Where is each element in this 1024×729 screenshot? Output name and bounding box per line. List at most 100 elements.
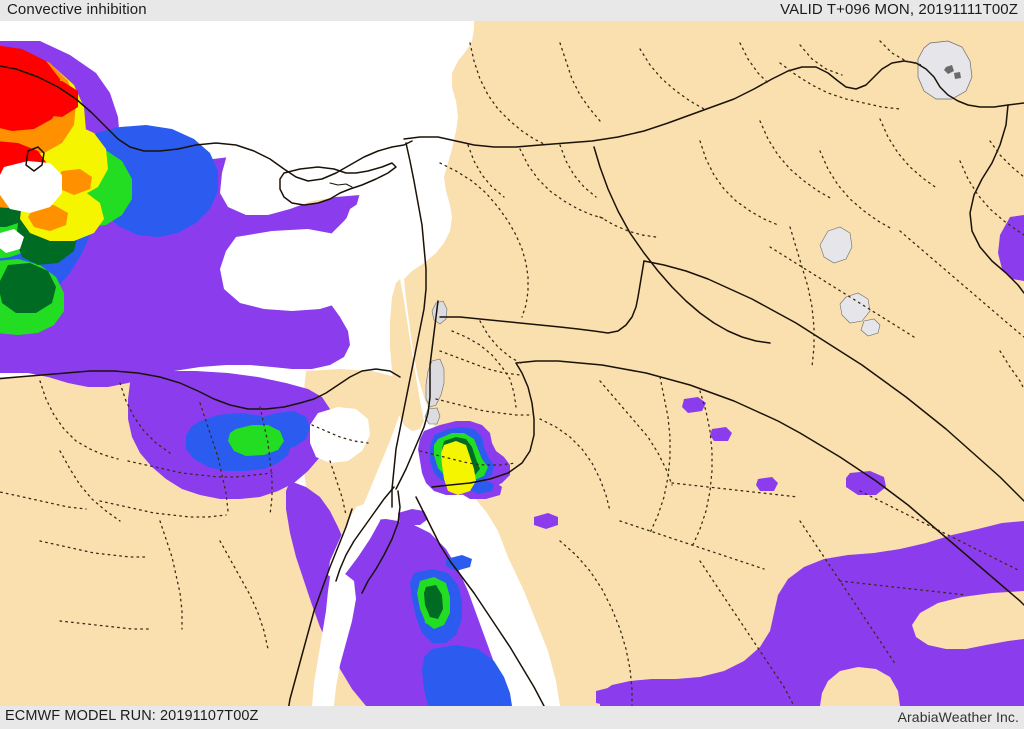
admin-egypt-11	[219, 540, 269, 650]
provider-credit: ArabiaWeather Inc.	[897, 709, 1019, 725]
outline-island-nw	[25, 146, 45, 172]
blue-patch-red-sea-north	[446, 555, 472, 571]
admin-jordan-1	[451, 330, 517, 408]
cyprus-buffer-line	[329, 182, 353, 188]
admin-egypt-8	[0, 491, 87, 510]
nodata-med-south	[220, 229, 370, 311]
violet-patch-b	[682, 397, 706, 413]
lake-tharthar	[819, 226, 853, 264]
lake-razzaza	[839, 292, 871, 324]
red-patch-a	[34, 81, 78, 117]
nodata-island-gap	[0, 161, 62, 213]
lake-van-islet2	[954, 72, 961, 79]
violet-patch-e	[846, 471, 886, 495]
admin-egypt-10	[39, 540, 149, 558]
admin-iran-1	[989, 140, 1024, 178]
admin-turkey-1	[469, 42, 547, 146]
inland-water-layer	[424, 40, 973, 425]
admin-borders-layer	[0, 40, 1024, 706]
land-levant	[390, 279, 424, 431]
admin-saudi-9	[799, 520, 897, 666]
violet-patch-c	[710, 427, 732, 441]
admin-egypt-12	[59, 620, 151, 630]
valid-time-label: VALID T+096 MON, 20191111T00Z	[780, 1, 1018, 18]
lake-van-islet	[944, 65, 954, 74]
admin-saudi-11	[839, 580, 967, 596]
admin-syria-1	[439, 162, 529, 318]
border-israel-jordan-rift	[395, 300, 439, 490]
violet-region-ne-edge	[998, 215, 1024, 281]
nodata-east-coast-sliver	[518, 649, 560, 706]
land-main-north	[404, 21, 1024, 706]
coastline-turkey-south	[0, 65, 413, 182]
admin-saudi-8	[699, 560, 795, 706]
lake-habbaniyah	[860, 318, 881, 337]
admin-egypt-5	[127, 460, 273, 478]
nodata-red-sea-west	[312, 573, 356, 706]
coastline-levant	[391, 142, 427, 508]
border-syria-iraq	[593, 146, 771, 344]
admin-egypt-7	[59, 450, 121, 522]
admin-turkey-2	[559, 42, 601, 122]
coastline-aqaba	[361, 490, 401, 594]
admin-egypt-4	[259, 406, 273, 516]
country-borders-layer	[0, 60, 1024, 706]
border-israel-egypt	[335, 486, 395, 582]
violet-patch-d	[756, 477, 778, 491]
admin-jordan-3	[439, 350, 521, 376]
map-canvas[interactable]	[0, 21, 1024, 706]
blue-region-red-sea-south	[422, 645, 512, 706]
admin-iraq-3	[819, 150, 893, 230]
orange-patch-b	[28, 205, 68, 231]
border-iraq-iran	[969, 104, 1024, 294]
header-bar: Convective inhibition VALID T+096 MON, 2…	[0, 0, 1024, 21]
outline-cyprus	[279, 162, 397, 206]
border-jordan-saudi	[431, 360, 1024, 606]
coastline-red-sea-east	[415, 496, 545, 706]
coastline-red-sea-west	[288, 508, 353, 706]
admin-syria-5	[467, 144, 505, 198]
admin-iraq-6	[789, 226, 815, 368]
nodata-levant-coast	[344, 197, 438, 267]
admin-saudi-10	[859, 490, 1021, 572]
admin-saudi-3	[649, 376, 671, 534]
map-graphic	[0, 21, 1024, 706]
admin-jordan-5	[419, 450, 517, 466]
admin-syria-2	[519, 148, 607, 220]
admin-saudi-2	[599, 380, 673, 486]
admin-sinai-1	[311, 424, 369, 444]
border-syria-jordan	[439, 260, 645, 334]
admin-egypt-3	[199, 402, 229, 512]
nodata-sinai-gap	[310, 407, 370, 463]
admin-jordan-2	[479, 320, 525, 366]
admin-syria-3	[559, 144, 597, 198]
green-region-nile-delta	[228, 425, 284, 456]
darkgreen-region-lower	[0, 263, 56, 313]
admin-iraq-4	[879, 118, 939, 190]
violet-region-east-saudi	[600, 521, 1024, 706]
nodata-small-nw	[0, 229, 24, 253]
admin-egypt-6	[99, 500, 227, 518]
product-title: Convective inhibition	[7, 1, 147, 18]
coastline-egypt-north	[0, 368, 401, 410]
admin-iraq-8	[959, 160, 1024, 236]
admin-turkey-7	[779, 62, 901, 110]
model-run-label: ECMWF MODEL RUN: 20191107T00Z	[5, 708, 259, 724]
admin-iran-2	[999, 350, 1024, 390]
admin-jordan-4	[435, 398, 533, 416]
admin-saudi-6	[619, 520, 765, 570]
border-turkey-syria	[403, 60, 1024, 148]
admin-sinai-2	[329, 460, 347, 516]
violet-patch-saudi-a	[534, 513, 558, 529]
yellow-region-dead-sea-core	[441, 441, 476, 495]
admin-saudi-5	[671, 482, 799, 498]
admin-saudi-4	[691, 390, 713, 548]
border-saudi-iraq	[643, 260, 1024, 502]
violet-patch-negev	[398, 509, 428, 525]
admin-turkey-6	[879, 40, 923, 66]
footer-bar: ECMWF MODEL RUN: 20191107T00Z ArabiaWeat…	[0, 706, 1024, 729]
orange-patch-a	[56, 169, 92, 195]
admin-turkey-3	[639, 48, 705, 110]
admin-iraq-7	[899, 230, 1024, 338]
